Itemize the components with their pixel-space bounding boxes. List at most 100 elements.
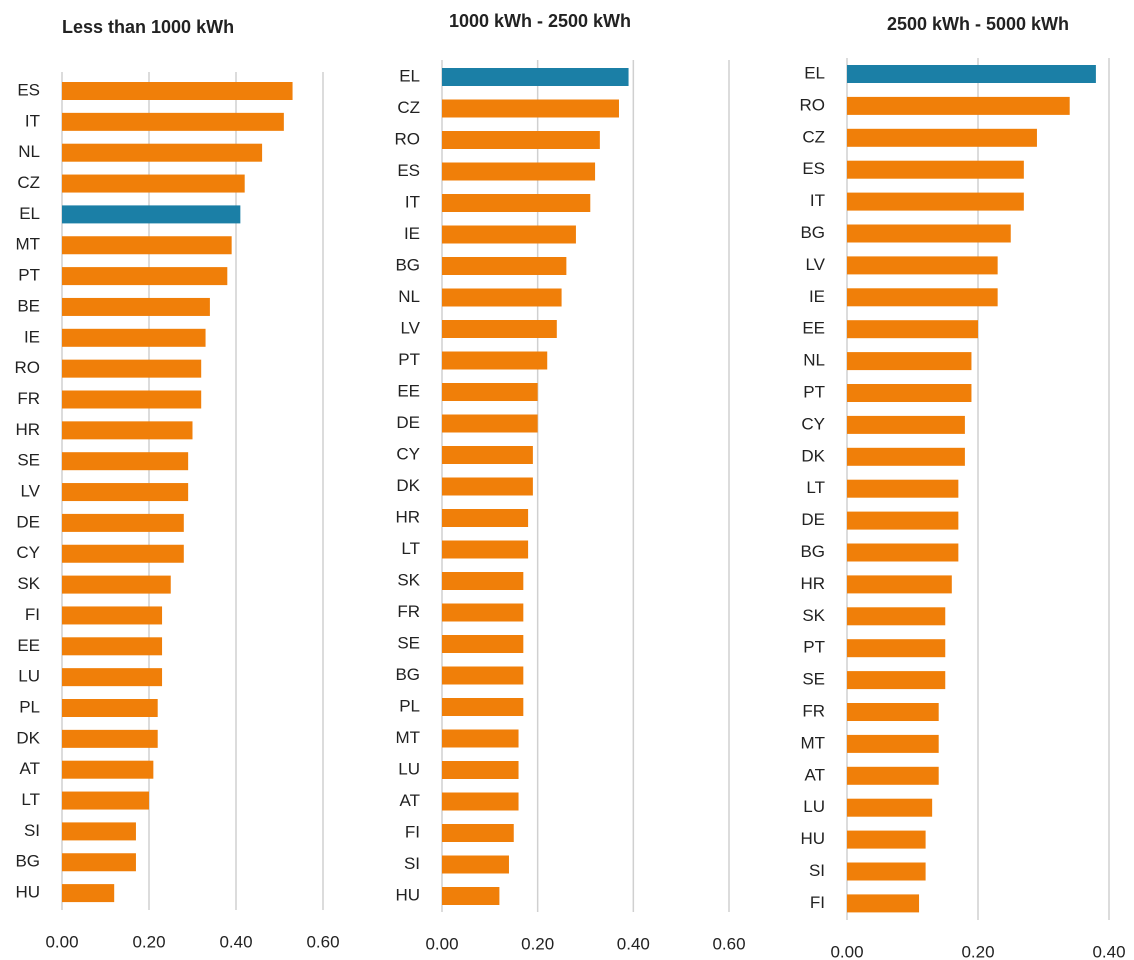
y-tick-label: MT — [15, 235, 40, 254]
y-tick-label: FI — [810, 893, 825, 912]
bar — [847, 65, 1096, 83]
bar — [847, 703, 939, 721]
y-tick-label: CY — [16, 543, 40, 562]
y-tick-label: LU — [398, 759, 420, 778]
y-tick-label: EL — [399, 66, 420, 85]
bar — [847, 479, 959, 498]
y-tick-label: HU — [15, 883, 40, 902]
bar — [62, 174, 245, 193]
bar — [62, 699, 158, 717]
bar — [442, 540, 529, 559]
y-tick-label: IT — [25, 111, 40, 130]
y-tick-label: LU — [18, 667, 40, 686]
bar — [62, 668, 163, 687]
chart-title: 2500 kWh - 5000 kWh — [887, 14, 1069, 34]
bar — [442, 194, 591, 212]
y-tick-label: DE — [396, 413, 420, 432]
y-tick-label: RO — [15, 358, 41, 377]
bar — [62, 267, 228, 286]
bar — [847, 96, 1070, 115]
y-tick-label: EL — [19, 204, 40, 223]
bar — [62, 729, 158, 748]
bar — [847, 639, 946, 658]
bar — [847, 894, 920, 913]
bar — [442, 414, 538, 433]
bar — [62, 143, 263, 162]
y-tick-label: DE — [16, 512, 40, 531]
y-tick-label: EL — [804, 63, 825, 82]
bar — [442, 68, 629, 86]
y-tick-label: NL — [803, 351, 825, 370]
bar — [442, 698, 524, 716]
bar — [62, 822, 136, 841]
y-tick-label: SE — [397, 633, 420, 652]
x-tick-label: 0.00 — [425, 934, 458, 953]
bar — [847, 830, 926, 849]
bar — [442, 257, 567, 275]
y-tick-label: SE — [17, 451, 40, 470]
bar — [847, 511, 959, 530]
bar — [442, 383, 538, 401]
y-tick-label: ES — [17, 80, 40, 99]
bar — [62, 297, 210, 316]
bar — [847, 766, 939, 785]
y-tick-label: CY — [801, 414, 825, 433]
bar — [442, 792, 519, 811]
y-tick-label: LT — [21, 790, 40, 809]
y-tick-label: EE — [17, 636, 40, 655]
y-tick-label: LV — [400, 318, 420, 337]
y-tick-label: BG — [15, 852, 40, 871]
y-tick-label: NL — [398, 287, 420, 306]
chart-title: 1000 kWh - 2500 kWh — [449, 11, 631, 31]
bar — [442, 131, 600, 149]
bar — [62, 853, 136, 872]
y-tick-label: ES — [802, 159, 825, 178]
bar — [847, 415, 965, 434]
x-tick-label: 0.00 — [45, 932, 78, 951]
bar — [442, 887, 500, 905]
bar — [442, 320, 557, 338]
bar — [442, 99, 619, 118]
x-tick-label: 0.40 — [617, 934, 650, 953]
bar — [62, 359, 202, 378]
y-tick-label: HU — [395, 885, 420, 904]
bar — [62, 205, 241, 224]
y-tick-label: BE — [17, 296, 40, 315]
bar — [442, 855, 509, 874]
bar — [62, 760, 154, 779]
x-tick-label: 0.60 — [306, 932, 339, 951]
y-tick-label: HR — [15, 420, 40, 439]
y-tick-label: RO — [395, 129, 421, 148]
bar — [62, 390, 202, 409]
bar — [442, 824, 514, 842]
bar — [442, 666, 524, 685]
bar — [62, 112, 284, 131]
y-tick-label: PT — [803, 638, 825, 657]
y-tick-label: PT — [803, 382, 825, 401]
y-tick-label: SK — [17, 574, 40, 593]
bar — [442, 162, 596, 181]
bar — [847, 256, 998, 275]
y-tick-label: IE — [404, 224, 420, 243]
bar — [442, 225, 576, 244]
y-tick-label: EE — [802, 319, 825, 338]
y-tick-label: SI — [809, 861, 825, 880]
bar — [62, 637, 163, 656]
y-tick-label: AT — [400, 791, 420, 810]
y-tick-label: SK — [802, 606, 825, 625]
y-tick-label: FI — [25, 605, 40, 624]
bar — [62, 606, 163, 625]
x-tick-label: 0.20 — [132, 932, 165, 951]
bar — [847, 320, 978, 339]
bar — [62, 544, 184, 563]
y-tick-label: LT — [806, 478, 825, 497]
bar — [62, 575, 171, 594]
y-tick-label: IT — [405, 192, 420, 211]
y-tick-label: FR — [17, 389, 40, 408]
bar — [847, 543, 959, 562]
x-tick-label: 0.60 — [712, 934, 745, 953]
y-tick-label: SE — [802, 670, 825, 689]
bar — [442, 603, 524, 622]
bar — [847, 160, 1024, 179]
y-tick-label: BG — [800, 223, 825, 242]
